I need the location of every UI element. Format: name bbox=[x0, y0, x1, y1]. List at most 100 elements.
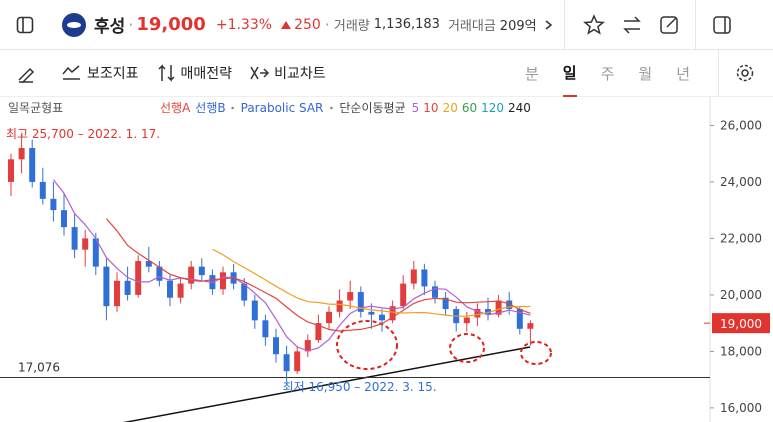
highlight-circle bbox=[520, 341, 552, 365]
candle-body bbox=[485, 309, 491, 315]
candle-body bbox=[379, 314, 385, 321]
candle-body bbox=[326, 311, 332, 324]
candle-body bbox=[103, 266, 110, 307]
candle-body bbox=[262, 320, 269, 338]
y-tick-label: 18,000 bbox=[720, 344, 762, 358]
candle-body bbox=[251, 300, 258, 321]
candle-body bbox=[8, 159, 14, 182]
amount: 209억 8 bbox=[499, 19, 540, 34]
candle-body bbox=[92, 238, 99, 267]
trend-line bbox=[122, 346, 531, 422]
legend-entry: 240 bbox=[508, 101, 531, 115]
legend-entry: 20 bbox=[443, 101, 458, 115]
candle-body bbox=[220, 272, 226, 290]
candle-body bbox=[506, 300, 513, 310]
candle-body bbox=[156, 266, 163, 281]
candle-body bbox=[347, 292, 354, 301]
candle-body bbox=[145, 261, 152, 267]
candle-body bbox=[368, 311, 375, 315]
draw-icon[interactable] bbox=[16, 63, 36, 83]
candle-body bbox=[400, 283, 407, 307]
legend-separator bbox=[330, 106, 333, 110]
period-tab[interactable]: 일 bbox=[562, 50, 577, 97]
candle-body bbox=[315, 323, 322, 341]
candle-body bbox=[188, 266, 195, 284]
y-tick-label: 22,000 bbox=[720, 231, 762, 245]
low-annotation: 최저 16,950 – 2022. 3. 15. bbox=[283, 380, 437, 394]
candle-body bbox=[61, 210, 67, 228]
highlight-circle bbox=[449, 333, 485, 363]
candle-body bbox=[294, 351, 301, 372]
legend: 선행A 선행B Parabolic SAR 단순이동평균 5 10 20 60 120 240 bbox=[160, 100, 531, 115]
candle-body bbox=[114, 280, 120, 307]
candle-body bbox=[463, 317, 470, 324]
change: 250 bbox=[294, 16, 321, 33]
candle-body bbox=[304, 340, 311, 352]
moving-average bbox=[105, 218, 531, 332]
candle-body bbox=[29, 148, 36, 182]
candle-body bbox=[124, 280, 131, 295]
candle-body bbox=[432, 286, 438, 298]
period-tab[interactable]: 주 bbox=[600, 64, 615, 83]
y-tick-label: 26,000 bbox=[720, 118, 762, 132]
period-tab[interactable]: 분 bbox=[524, 64, 539, 83]
indicators-button[interactable]: 보조지표 bbox=[87, 66, 139, 82]
edit-icon[interactable] bbox=[659, 14, 681, 36]
y-tick-label: 16,000 bbox=[720, 401, 762, 415]
icon bbox=[16, 16, 34, 33]
settings-icon[interactable] bbox=[735, 63, 755, 83]
strategy-button[interactable]: 매매전략 bbox=[180, 66, 233, 82]
panel-icon[interactable] bbox=[712, 15, 732, 35]
candle-body bbox=[198, 266, 205, 276]
candle-body bbox=[474, 309, 481, 318]
candle-body bbox=[389, 306, 396, 321]
candle-body bbox=[283, 354, 290, 372]
logo-mark bbox=[67, 21, 81, 28]
indicator-icon bbox=[62, 65, 80, 80]
legend-entry: 60 bbox=[462, 101, 477, 115]
header: 후성 · 19,000 +1.33% 250 · 거래량 1,136,183 거… bbox=[0, 0, 773, 50]
volume: 1,136,183 bbox=[373, 17, 440, 32]
indicator-label: 일목균형표 bbox=[8, 101, 63, 115]
price: 19,000 bbox=[136, 14, 206, 35]
change-pct: +1.33% bbox=[215, 16, 273, 33]
legend-entry: 10 bbox=[423, 101, 438, 115]
highlight-circle bbox=[336, 320, 398, 370]
price-tag bbox=[712, 313, 770, 334]
legend-entry: 단순이동평균 bbox=[339, 101, 405, 115]
compare-button[interactable]: 비교차트 bbox=[274, 66, 326, 82]
candle-body bbox=[357, 292, 364, 312]
legend-entry: 120 bbox=[481, 101, 504, 115]
candle-body bbox=[273, 337, 279, 355]
favorite-icon[interactable] bbox=[582, 13, 605, 36]
up-arrow bbox=[281, 20, 292, 29]
candle-body bbox=[167, 280, 173, 298]
candle-body bbox=[495, 300, 502, 315]
compare-icon bbox=[250, 66, 270, 80]
candle-body bbox=[421, 269, 428, 287]
amount-label: 거래대금 bbox=[447, 19, 496, 34]
swap-icon[interactable] bbox=[621, 14, 643, 36]
candle-body bbox=[50, 198, 57, 211]
candle-body bbox=[516, 309, 523, 329]
reference-label: 17,076 bbox=[18, 360, 60, 374]
legend-entry: 선행A bbox=[160, 100, 191, 115]
candle-body bbox=[410, 269, 417, 284]
stock-name: 후성 bbox=[94, 17, 126, 37]
volume-label: 거래량 bbox=[333, 19, 370, 34]
price-tag-label: 19,000 bbox=[720, 317, 762, 331]
toolbar: 보조지표 매매전략 비교차트 분 일 주 월 년 bbox=[0, 49, 773, 97]
candle-body bbox=[18, 148, 25, 160]
more-arrow[interactable] bbox=[544, 19, 554, 31]
moving-average bbox=[52, 179, 531, 352]
period-tab[interactable]: 월 bbox=[638, 64, 653, 83]
chart: 일목균형표 선행A 선행B Parabolic SAR 단순이동평균 5 10 20 60 12… bbox=[0, 97, 770, 422]
period-tab[interactable]: 년 bbox=[676, 64, 690, 83]
legend-separator bbox=[231, 106, 234, 110]
legend-entry: 5 bbox=[412, 101, 420, 115]
sidebar-toggle[interactable] bbox=[12, 16, 38, 34]
legend-entry: 선행B bbox=[195, 100, 225, 115]
moving-average bbox=[212, 248, 531, 317]
candle-body bbox=[177, 283, 184, 298]
